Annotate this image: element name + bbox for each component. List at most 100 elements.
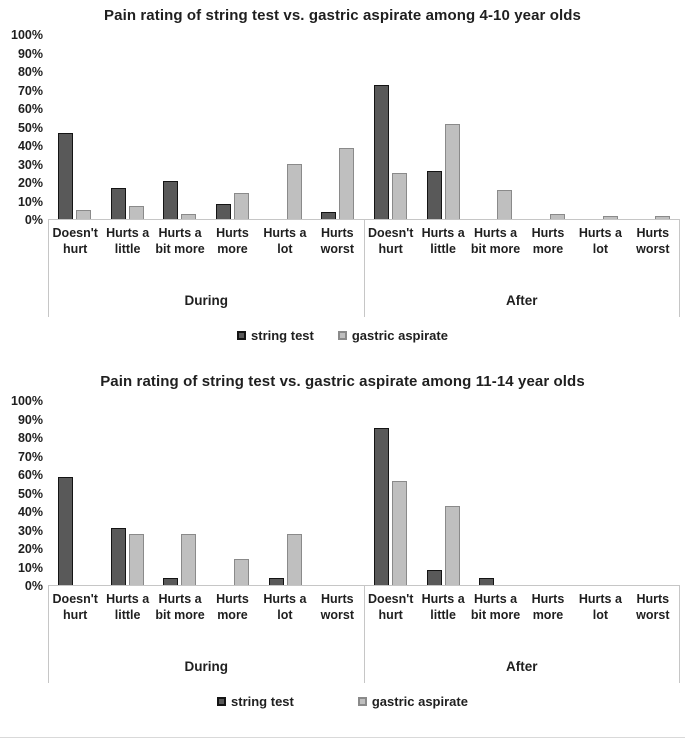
bar-string-test <box>110 528 126 585</box>
category-label: Hurts a little <box>106 592 150 622</box>
legend-swatch-icon <box>237 330 247 340</box>
bar-cluster <box>575 36 628 219</box>
bar-cluster <box>522 402 575 585</box>
bar-gastric-aspirate <box>128 533 144 585</box>
category-label: Hurts a lot <box>578 226 622 256</box>
category-label: Hurts worst <box>636 592 670 622</box>
bar-gastric-aspirate <box>339 147 355 219</box>
bar-cluster <box>417 36 470 219</box>
category-label: Hurts a bit more <box>155 592 205 622</box>
bar-group-during <box>48 402 364 585</box>
category-label: Hurts more <box>216 226 249 256</box>
group-label: During <box>184 659 229 674</box>
bar-cluster <box>206 36 259 219</box>
category-label: Hurts a little <box>106 226 150 256</box>
bar-cluster <box>206 402 259 585</box>
bars-area <box>48 36 680 220</box>
category-label: Hurts worst <box>320 592 354 622</box>
legend-item-string-test: string test <box>217 694 294 709</box>
legend-item-gastric-aspirate: gastric aspirate <box>337 327 448 343</box>
bar-string-test <box>215 204 231 219</box>
y-axis-tick-label: 60% <box>17 102 43 117</box>
legend-label: gastric aspirate <box>371 693 468 709</box>
y-axis: 100% 90% 80% 70% 60% 50% 40% 30% 20% 10% 0% <box>0 29 48 227</box>
y-axis-tick-label: 90% <box>17 412 43 427</box>
plot-area: Doesn't hurt Hurts a little Hurts a bit mo… <box>48 402 680 683</box>
category-label: Hurts a lot <box>578 592 622 622</box>
bar-string-test <box>321 211 337 219</box>
bar-gastric-aspirate <box>75 209 91 219</box>
legend-label: string test <box>231 693 294 709</box>
category-label: Hurts a little <box>421 226 465 256</box>
y-axis-tick-label: 50% <box>17 120 43 135</box>
legend-label: string test <box>251 327 314 343</box>
axis-group-after: Doesn't hurt Hurts a little Hurts a bit mo… <box>365 220 680 317</box>
plot-area: Doesn't hurt Hurts a little Hurts a bit mo… <box>48 36 680 317</box>
legend-swatch-icon <box>337 330 347 340</box>
bar-string-test <box>268 577 284 585</box>
category-label-row: Doesn't hurt Hurts a little Hurts a bit mo… <box>49 586 364 656</box>
bar-string-test <box>57 133 73 219</box>
legend-label: gastric aspirate <box>351 327 448 343</box>
category-label: Doesn't hurt <box>368 592 414 622</box>
bar-cluster <box>48 402 101 585</box>
bar-group-after <box>364 402 680 585</box>
bar-string-test <box>110 187 126 219</box>
bar-string-test <box>373 427 389 585</box>
axis-group-during: Doesn't hurt Hurts a little Hurts a bit mo… <box>48 220 365 317</box>
bar-cluster <box>259 402 312 585</box>
bar-string-test <box>163 180 179 219</box>
bar-cluster <box>364 36 417 219</box>
bar-gastric-aspirate <box>444 123 460 219</box>
category-label: Hurts a little <box>421 592 465 622</box>
bar-cluster <box>469 402 522 585</box>
axis-group-during: Doesn't hurt Hurts a little Hurts a bit mo… <box>48 586 365 683</box>
category-label: Doesn't hurt <box>52 226 98 256</box>
category-label: Hurts a lot <box>263 226 307 256</box>
bar-cluster <box>627 36 680 219</box>
y-axis-tick-label: 0% <box>24 579 43 594</box>
bar-cluster <box>311 36 364 219</box>
bar-cluster <box>522 36 575 219</box>
category-label: Hurts worst <box>636 226 670 256</box>
y-axis-tick-label: 20% <box>17 176 43 191</box>
y-axis-tick-label: 30% <box>17 523 43 538</box>
y-axis-tick-label: 100% <box>11 394 43 408</box>
legend-item-gastric-aspirate: gastric aspirate <box>357 693 468 709</box>
legend-swatch-icon <box>357 696 367 706</box>
axis-group-after: Doesn't hurt Hurts a little Hurts a bit mo… <box>365 586 680 683</box>
y-axis-tick-label: 0% <box>24 213 43 228</box>
bar-cluster <box>469 36 522 219</box>
bar-cluster <box>311 402 364 585</box>
bar-gastric-aspirate <box>391 480 407 585</box>
bar-gastric-aspirate <box>233 193 249 219</box>
category-label: Doesn't hurt <box>52 592 98 622</box>
category-label: Hurts a bit more <box>155 226 205 256</box>
legend: string test gastric aspirate <box>0 692 685 710</box>
y-axis-tick-label: 10% <box>17 560 43 575</box>
y-axis-tick-label: 60% <box>17 468 43 483</box>
y-axis-tick-label: 50% <box>17 486 43 501</box>
pain-chart-11-14-year-olds: Pain rating of string test vs. gastric a… <box>0 366 685 710</box>
bar-cluster <box>101 36 154 219</box>
y-axis-tick-label: 70% <box>17 83 43 98</box>
bar-string-test <box>479 577 495 585</box>
chart-title: Pain rating of string test vs. gastric a… <box>100 373 585 390</box>
category-label-row: Doesn't hurt Hurts a little Hurts a bit mo… <box>49 220 364 290</box>
bar-cluster <box>153 36 206 219</box>
bar-gastric-aspirate <box>233 559 249 585</box>
y-axis-tick-label: 80% <box>17 431 43 446</box>
bar-gastric-aspirate <box>391 173 407 219</box>
group-label: After <box>505 293 538 308</box>
chart-title: Pain rating of string test vs. gastric a… <box>104 7 581 24</box>
y-axis-tick-label: 10% <box>17 194 43 209</box>
y-axis-tick-label: 40% <box>17 139 43 154</box>
y-axis-tick-label: 80% <box>17 65 43 80</box>
category-label-row: Doesn't hurt Hurts a little Hurts a bit mo… <box>365 220 680 290</box>
legend-swatch-icon <box>217 696 227 706</box>
y-axis-tick-label: 70% <box>17 449 43 464</box>
bar-gastric-aspirate <box>655 216 671 219</box>
chart-plot-region: 100% 90% 80% 70% 60% 50% 40% 30% 20% 10% 0% Doesn'… <box>0 29 685 317</box>
group-label: During <box>184 293 229 308</box>
y-axis-tick-label: 30% <box>17 157 43 172</box>
